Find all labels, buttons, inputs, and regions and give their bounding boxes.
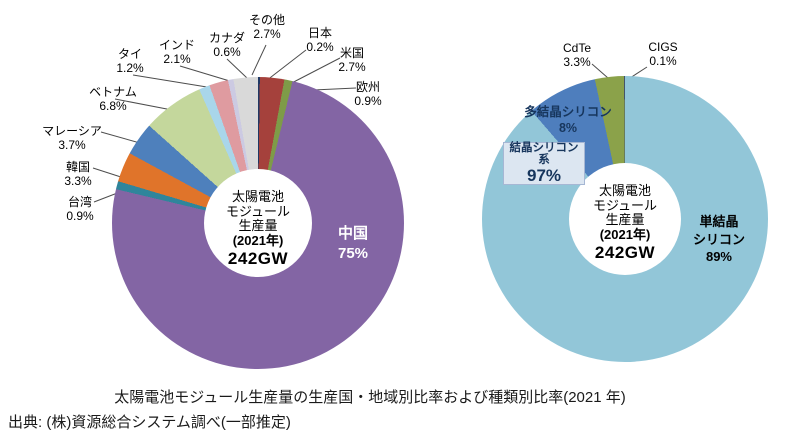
label-cigs: CIGS 0.1% (648, 40, 678, 68)
leader-thailand (132, 74, 214, 89)
country-donut-center-text: 太陽電池 モジュール 生産量 (2021年) 242GW (225, 189, 291, 268)
label-japan: 日本 0.2% (306, 26, 334, 54)
leader-malaysia (100, 131, 141, 144)
center-line-total: 242GW (594, 242, 656, 262)
label-canada: カナダ 0.6% (208, 31, 246, 59)
label-usa: 米国 2.7% (338, 46, 366, 74)
center-line: 生産量 (238, 218, 278, 234)
label-others: その他 2.7% (248, 13, 286, 41)
center-line: モジュール (225, 203, 291, 219)
center-line-year: (2021年) (232, 233, 284, 249)
production-by-type-donut: 太陽電池 モジュール 生産量 (2021年) 242GW (482, 76, 768, 362)
center-line-year: (2021年) (599, 227, 651, 243)
label-cdte: CdTe 3.3% (562, 41, 592, 69)
center-line: 生産量 (605, 212, 645, 228)
label-europe: 欧州 0.9% (354, 80, 382, 108)
label-mono-si: 単結晶 シリコン 89% (692, 214, 746, 265)
leader-canada (226, 58, 248, 79)
label-china: 中国 75% (337, 225, 369, 262)
center-line: モジュール (592, 197, 658, 213)
center-line: 太陽電池 (598, 183, 651, 199)
label-taiwan: 台湾 0.9% (66, 195, 94, 223)
type-donut-center-text: 太陽電池 モジュール 生産量 (2021年) 242GW (592, 183, 658, 262)
label-malaysia: マレーシア 3.7% (42, 124, 102, 152)
label-india: インド 2.1% (158, 38, 196, 66)
center-line: 太陽電池 (231, 189, 284, 205)
type-donut-hole: 太陽電池 モジュール 生産量 (2021年) 242GW (569, 163, 681, 275)
source-note: 出典: (株)資源総合システム調べ(一部推定) (8, 414, 291, 431)
production-by-country-donut: 太陽電池 モジュール 生産量 (2021年) 242GW (112, 77, 404, 369)
label-korea: 韓国 3.3% (64, 160, 92, 188)
leader-cdte (591, 63, 609, 79)
center-line-total: 242GW (227, 248, 289, 268)
crystalline-si-callout: 結晶シリコン系 97% (503, 142, 585, 185)
label-thailand: タイ 1.2% (116, 47, 144, 75)
leader-others (251, 44, 267, 76)
label-poly-si: 多結晶シリコン 8% (524, 105, 612, 136)
figure-title: 太陽電池モジュール生産量の生産国・地域別比率および種類別比率(2021 年) (114, 389, 626, 406)
country-donut-hole: 太陽電池 モジュール 生産量 (2021年) 242GW (204, 169, 312, 277)
label-vietnam: ベトナム 6.8% (89, 85, 137, 113)
